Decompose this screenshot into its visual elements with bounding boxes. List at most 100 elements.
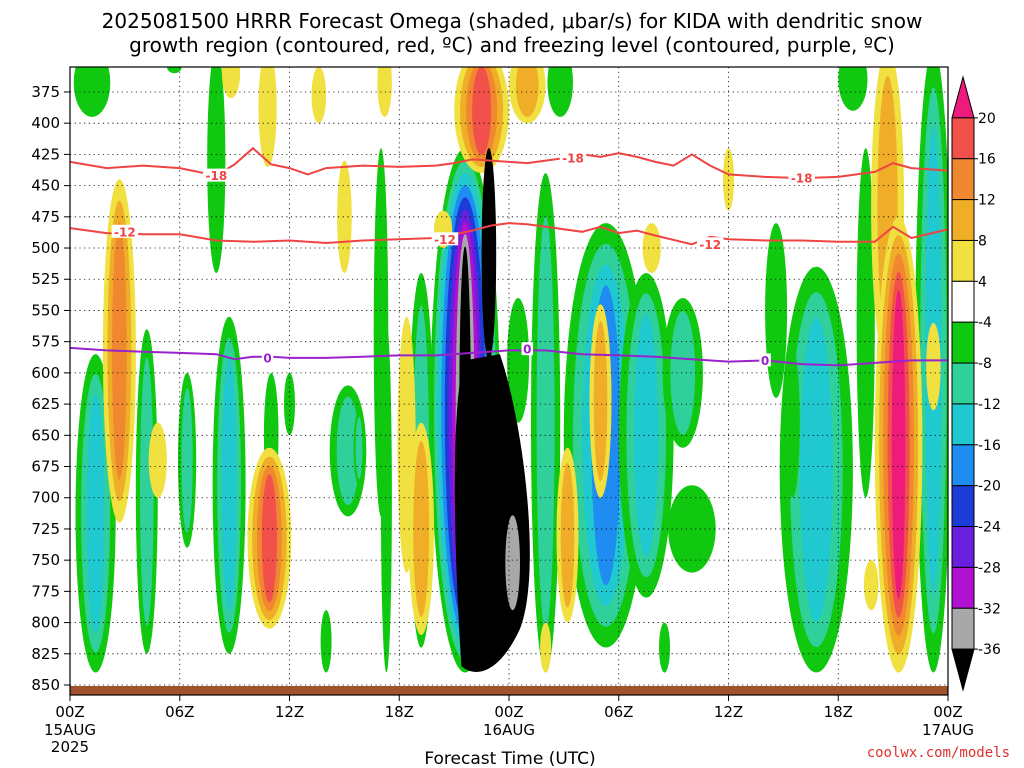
- x-tick-label-8: 00Z: [933, 703, 962, 721]
- contour-label-2-0: 0: [263, 351, 271, 365]
- contour-line-2: [70, 346, 948, 367]
- ascent-shade-13-0: [320, 610, 332, 673]
- descent-shade-21-0: [723, 148, 734, 211]
- contour-line-1: [70, 222, 948, 246]
- descent-shade-17-4: [891, 290, 906, 600]
- y-tick-label-725: 725: [31, 520, 60, 538]
- colorbar-label-5: -4: [978, 315, 992, 331]
- y-axis: 375 400 425 450 475 500 525 550 575 600 625 650 675 7…: [31, 83, 70, 694]
- y-tick-label-675: 675: [31, 458, 60, 476]
- descent-shade-2-0: [221, 67, 241, 99]
- y-tick-label-450: 450: [31, 177, 60, 195]
- contour-label-bg-0-0: [203, 168, 230, 182]
- y-tick-label-775: 775: [31, 582, 60, 600]
- descent-shade-7-0: [377, 67, 392, 117]
- colorbar-bin-9: [951, 444, 975, 487]
- x-tick-label-2: 12Z: [275, 703, 304, 721]
- colorbar-bin-7: [951, 362, 975, 405]
- contour-label-0-1: -18: [562, 152, 584, 166]
- contour-label-bg-2-1: [521, 342, 534, 356]
- x-tick-year-0: 2025: [51, 738, 89, 756]
- y-tick-label-550: 550: [31, 301, 60, 319]
- descent-shade-3-0: [258, 67, 277, 167]
- ascent-shade-12-0: [380, 322, 392, 673]
- contour-label-bg-2-0: [261, 350, 274, 364]
- colorbar: 20 16 12 8 4 -4 -8 -12 -16 -20 -24 -28 -32 -36: [951, 75, 1001, 692]
- colorbar-bin-11: [951, 526, 975, 568]
- y-tick-label-800: 800: [31, 614, 60, 632]
- y-tick-label-625: 625: [31, 395, 60, 413]
- descent-shade-6-0: [337, 160, 352, 273]
- colorbar-label-0: 20: [978, 111, 996, 127]
- colorbar-label-10: -24: [978, 520, 1001, 536]
- ascent-shade-17-0: [547, 67, 573, 117]
- descent-shade-1-0: [148, 422, 167, 498]
- y-tick-label-650: 650: [31, 426, 60, 444]
- colorbar-bin-10: [951, 485, 975, 528]
- chart-title-line2: growth region (contoured, red, ºC) and f…: [129, 33, 895, 57]
- descent-shade-9-1: [413, 441, 430, 617]
- descent-shade-18-0: [926, 322, 941, 411]
- x-tick-label-0: 00Z: [55, 703, 84, 721]
- y-tick-label-575: 575: [31, 333, 60, 351]
- y-tick-label-500: 500: [31, 239, 60, 257]
- descent-shade-12-1: [516, 67, 539, 117]
- ascent-shade-18-0: [507, 298, 530, 423]
- x-tick-label-4: 00Z: [494, 703, 523, 721]
- ground-strip: [70, 686, 948, 695]
- x-tick-label-6: 12Z: [714, 703, 743, 721]
- contour-label-2-2: 0: [761, 354, 769, 368]
- contour-label-1-2: -12: [699, 238, 721, 252]
- colorbar-bin-6: [951, 321, 975, 364]
- colorbar-bin-4: [951, 239, 975, 282]
- descent-shade-11-3: [472, 67, 492, 155]
- ascent-core-grey-patch: [505, 515, 520, 611]
- gridlines: [70, 67, 948, 695]
- ascent-shade-1-1: [140, 357, 154, 626]
- x-tick-date-4: 16AUG: [483, 721, 535, 739]
- ascent-shade-3-2: [221, 358, 237, 612]
- contour-label-bg-0-1: [559, 151, 587, 165]
- ascent-shade-23-0: [659, 622, 670, 673]
- descent-shade-19-0: [863, 560, 879, 611]
- y-tick-label-400: 400: [31, 114, 60, 132]
- contour-label-1-0: -12: [114, 225, 136, 239]
- contour-label-bg-1-1: [431, 232, 459, 246]
- ascent-core-upper-shade: [481, 148, 497, 361]
- ascent-shade-0-2: [86, 393, 105, 633]
- y-tick-label-425: 425: [31, 145, 60, 163]
- y-tick-label-825: 825: [31, 645, 60, 663]
- ascent-shade-20-2: [634, 313, 659, 557]
- contour-label-bg-1-2: [696, 237, 724, 251]
- colorbar-bin-2: [951, 158, 975, 201]
- x-tick-label-7: 18Z: [824, 703, 853, 721]
- colorbar-bin-12: [951, 566, 975, 609]
- colorbar-bin-14: [951, 648, 975, 692]
- colorbar-label-1: 16: [978, 152, 996, 168]
- ascent-shade-27-0: [856, 148, 875, 498]
- contour-label-bg-1-0: [111, 224, 139, 238]
- contour-label-1-1: -12: [434, 233, 456, 247]
- x-tick-date-0: 15AUG: [44, 721, 96, 739]
- colorbar-label-13: -36: [978, 642, 1001, 658]
- ascent-shade-2-1: [181, 388, 193, 533]
- colorbar-label-2: 12: [978, 193, 996, 209]
- contour-label-bg-0-2: [788, 171, 815, 185]
- x-tick-date-8: 17AUG: [922, 721, 974, 739]
- x-tick-label-5: 06Z: [604, 703, 633, 721]
- ascent-shade-29-0: [838, 67, 868, 111]
- descent-shade-5-0: [311, 67, 327, 124]
- contour-label-bg-2-2: [759, 353, 771, 367]
- descent-shade-14-1: [593, 321, 608, 481]
- y-tick-label-600: 600: [31, 364, 60, 382]
- ascent-shade-9-1: [336, 396, 360, 506]
- ascent-shade-16-1: [536, 216, 555, 630]
- colorbar-bin-1: [951, 117, 975, 160]
- chart-title-line1: 2025081500 HRRR Forecast Omega (shaded, …: [102, 9, 923, 33]
- colorbar-label-3: 8: [978, 233, 987, 249]
- credit-text: coolwx.com/models: [867, 745, 1010, 761]
- contour-line-0: [70, 146, 948, 180]
- colorbar-label-4: 4: [978, 274, 987, 290]
- y-tick-label-700: 700: [31, 489, 60, 507]
